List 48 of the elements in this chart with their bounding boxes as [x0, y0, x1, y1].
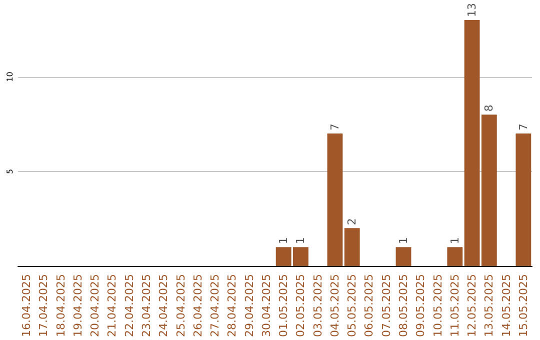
x-tick-label: 22.04.2025	[122, 274, 136, 338]
x-tick-label: 04.05.2025	[328, 274, 342, 338]
x-tick-label: 10.05.2025	[431, 274, 444, 338]
x-tick-label: 02.05.2025	[294, 274, 308, 338]
bar	[327, 134, 343, 266]
data-label: 7	[516, 124, 530, 131]
x-tick-label: 11.05.2025	[448, 274, 462, 338]
x-tick-label: 21.04.2025	[106, 274, 119, 338]
data-label: 1	[397, 237, 410, 244]
x-tick-label: 25.04.2025	[174, 274, 188, 338]
data-label: 7	[328, 124, 342, 131]
x-tick-label: 24.04.2025	[157, 274, 170, 338]
x-tick-label: 29.04.2025	[242, 274, 256, 338]
x-tick-label: 23.04.2025	[140, 274, 153, 338]
x-tick-label: 15.05.2025	[516, 274, 530, 338]
x-tick-label: 30.04.2025	[260, 274, 273, 338]
bar	[344, 228, 360, 266]
x-tick-label: 27.04.2025	[208, 274, 222, 338]
x-tick-label: 16.04.2025	[20, 274, 34, 338]
x-tick-label: 01.05.2025	[277, 274, 290, 338]
data-label: 2	[346, 218, 359, 226]
x-tick-label: 13.05.2025	[482, 274, 496, 338]
x-tick-label: 17.04.2025	[37, 274, 50, 338]
x-tick-label: 12.05.2025	[466, 274, 479, 338]
bar	[516, 134, 532, 266]
x-tick-label: 14.05.2025	[500, 274, 513, 338]
bar	[396, 247, 412, 266]
x-tick-label: 08.05.2025	[397, 274, 410, 338]
x-tick-label: 19.04.2025	[71, 274, 84, 338]
bar	[447, 247, 463, 266]
y-tick-label: 5	[6, 168, 14, 174]
y-tick-label: 10	[6, 72, 14, 82]
data-label: 1	[294, 237, 308, 244]
x-tick-label: 06.05.2025	[362, 274, 376, 338]
x-tick-label: 28.04.2025	[226, 274, 239, 338]
x-tick-label: 05.05.2025	[346, 274, 359, 338]
data-label: 1	[277, 237, 290, 244]
data-label: 1	[448, 237, 462, 244]
x-tick-label: 07.05.2025	[380, 274, 393, 338]
data-label: 8	[482, 104, 496, 112]
bar	[464, 20, 480, 266]
x-tick-label: 26.04.2025	[191, 274, 204, 338]
x-tick-label: 18.04.2025	[54, 274, 68, 338]
x-tick-label: 09.05.2025	[414, 274, 428, 338]
data-label: 13	[466, 3, 479, 17]
x-tick-label: 03.05.2025	[311, 274, 324, 338]
bar	[481, 114, 497, 266]
x-tick-label: 20.04.2025	[88, 274, 102, 338]
